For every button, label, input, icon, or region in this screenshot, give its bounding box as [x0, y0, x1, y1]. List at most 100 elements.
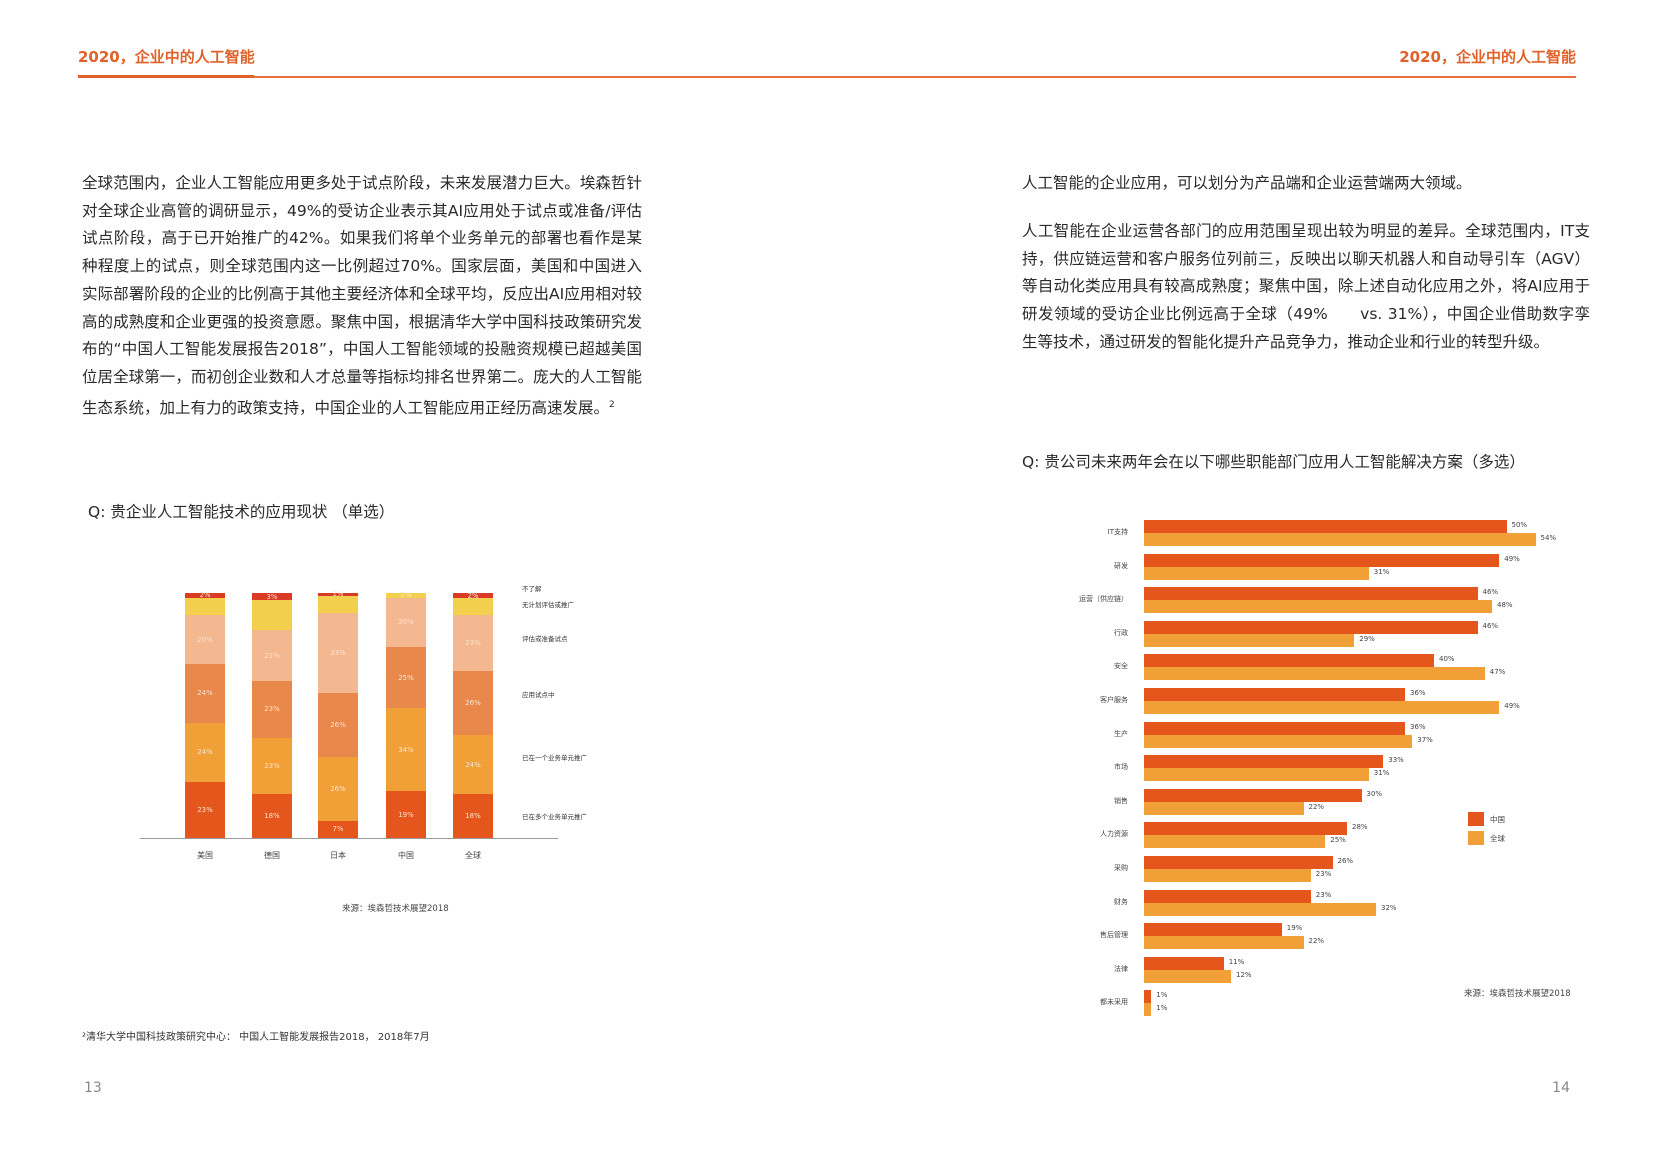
bar-row: IT支持 50% 54%: [1040, 520, 1620, 546]
bar-value-label: 47%: [1489, 668, 1506, 677]
bar-value-label: 1%: [1156, 1004, 1168, 1013]
bar-china: [1144, 822, 1347, 836]
bar-global: [1144, 902, 1376, 916]
x-axis-label: 美国: [197, 851, 213, 860]
stack-segment: 2%: [386, 591, 426, 599]
bar-global: [1144, 701, 1500, 714]
stacked-column: 19% 34% 25% 20% 2%: [386, 591, 426, 838]
stack-segment: 19%: [386, 791, 426, 838]
legend-item: 全球: [1468, 831, 1505, 845]
bar-global: [1144, 734, 1413, 748]
bar-value-label: 22%: [1308, 937, 1325, 946]
category-label: 市场: [1114, 763, 1128, 772]
bar-row: 销售 30% 22%: [1040, 788, 1620, 815]
bar-china: [1144, 889, 1311, 903]
stack-segment: [252, 600, 292, 630]
stack-segment: 23%: [252, 737, 292, 794]
bar-global: [1144, 566, 1369, 580]
x-axis-label: 日本: [330, 851, 346, 860]
header-title-left: 2020，企业中的人工智能: [78, 48, 255, 66]
category-label: 客户服务: [1100, 696, 1128, 704]
page-number-left: 13: [84, 1080, 102, 1096]
stack-segment: 18%: [252, 793, 292, 838]
bar-china: [1144, 923, 1282, 937]
stack-segment: [318, 595, 358, 613]
bar-value-label: 49%: [1504, 702, 1520, 710]
bar-row: 行政 46% 29%: [1040, 620, 1620, 647]
header-title-right: 2020，企业中的人工智能: [1399, 48, 1576, 66]
stack-segment: 2%: [185, 591, 225, 599]
legend-label: 已在一个业务单元推广: [522, 754, 587, 762]
left-chart-source: 来源：埃森哲技术展望2018: [342, 904, 449, 914]
stack-segment: 34%: [386, 708, 426, 792]
horizontal-bar-chart: IT支持 50% 54% 研发 49% 31% 运营（供应链） 46% 48% 行政 46% 29% 安…: [1040, 520, 1620, 1040]
category-label: 生产: [1114, 729, 1128, 738]
right-intro-paragraph: 人工智能的企业应用，可以划分为产品端和企业运营端两大领域。: [1022, 174, 1472, 192]
header-divider: [78, 75, 1576, 78]
x-axis-label: 德国: [264, 851, 280, 860]
left-body-text: 全球范围内，企业人工智能应用更多处于试点阶段，未来发展潜力巨大。埃森哲针对全球企…: [82, 174, 642, 417]
bar-row: 法律 11% 12%: [1040, 956, 1620, 983]
category-label: 都未采用: [1100, 998, 1128, 1007]
stack-segment: 21%: [252, 629, 292, 682]
bar-value-label: 30%: [1366, 789, 1383, 798]
bar-value-label: 26%: [1337, 857, 1354, 865]
x-axis-label: 全球: [465, 851, 481, 860]
legend-label: 评估或准备试点: [522, 635, 568, 643]
stack-segment: 20%: [185, 615, 225, 665]
stack-segment: 23%: [252, 681, 292, 738]
stacked-column: 23% 24% 24% 20% 2%: [185, 591, 225, 838]
bar-global: [1144, 768, 1369, 782]
category-label: IT支持: [1107, 528, 1128, 536]
bar-value-label: 32%: [1381, 903, 1397, 912]
bar-value-label: 1%: [1156, 991, 1168, 1000]
legend-item: 中国: [1468, 812, 1505, 826]
category-label: 人力资源: [1100, 830, 1128, 839]
right-chart-source: 来源：埃森哲技术展望2018: [1464, 989, 1571, 999]
bar-value-label: 23%: [1315, 870, 1332, 878]
stack-segment: 18%: [453, 793, 493, 838]
legend-label: 全球: [1490, 833, 1505, 843]
bar-value-label: 49%: [1504, 554, 1520, 563]
bar-value-label: 50%: [1511, 521, 1528, 529]
legend-label: 已在多个业务单元推广: [522, 813, 587, 821]
bar-row: 运营（供应链） 46% 48%: [1040, 587, 1620, 614]
header-divider-accent: [78, 75, 254, 78]
category-label: 销售: [1114, 796, 1128, 805]
bar-value-label: 23%: [1315, 890, 1332, 899]
bar-value-label: 36%: [1410, 722, 1426, 731]
stack-segment: 24%: [185, 664, 225, 723]
bar-row: 市场 33% 31%: [1040, 755, 1620, 782]
page-number-right: 14: [1552, 1080, 1570, 1096]
stack-segment: [453, 597, 493, 616]
bar-value-label: 46%: [1482, 588, 1499, 597]
bar-value-label: 40%: [1439, 655, 1455, 664]
legend-swatch: [1468, 812, 1484, 826]
bar-china: [1144, 721, 1405, 735]
stack-segment: 26%: [318, 693, 358, 758]
footnote-marker: 2: [609, 399, 615, 410]
bar-china: [1144, 553, 1500, 567]
bar-china: [1144, 990, 1152, 1004]
stack-segment: 1%: [318, 590, 358, 598]
bar-global: [1144, 533, 1536, 546]
bar-value-label: 12%: [1236, 970, 1252, 979]
legend-label: 应用试点中: [522, 691, 555, 699]
bar-global: [1144, 633, 1355, 647]
bar-row: 采购 26% 23%: [1040, 856, 1620, 882]
stack-segment: 24%: [453, 735, 493, 794]
bar-row: 财务 23% 32%: [1040, 889, 1620, 916]
right-body-paragraph: 人工智能在企业运营各部门的应用范围呈现出较为明显的差异。全球范围内，IT支持，供…: [1022, 222, 1590, 351]
bar-global: [1144, 667, 1485, 681]
category-label: 运营（供应链）: [1079, 595, 1128, 604]
stacked-column: 18% 23% 23% 21% 3%: [252, 593, 292, 838]
legend-swatch: [1468, 831, 1484, 845]
stack-segment: 7%: [318, 820, 358, 838]
bar-row: 人力资源 28% 25%: [1040, 822, 1620, 849]
legend-label: 无计划评估或推广: [522, 601, 574, 609]
bar-row: 客户服务 36% 49%: [1040, 688, 1620, 714]
legend-label: 不了解: [522, 585, 542, 593]
stacked-column: 7% 26% 26% 33% 1%: [318, 590, 358, 838]
bar-value-label: 28%: [1352, 823, 1368, 832]
category-label: 研发: [1114, 561, 1128, 570]
